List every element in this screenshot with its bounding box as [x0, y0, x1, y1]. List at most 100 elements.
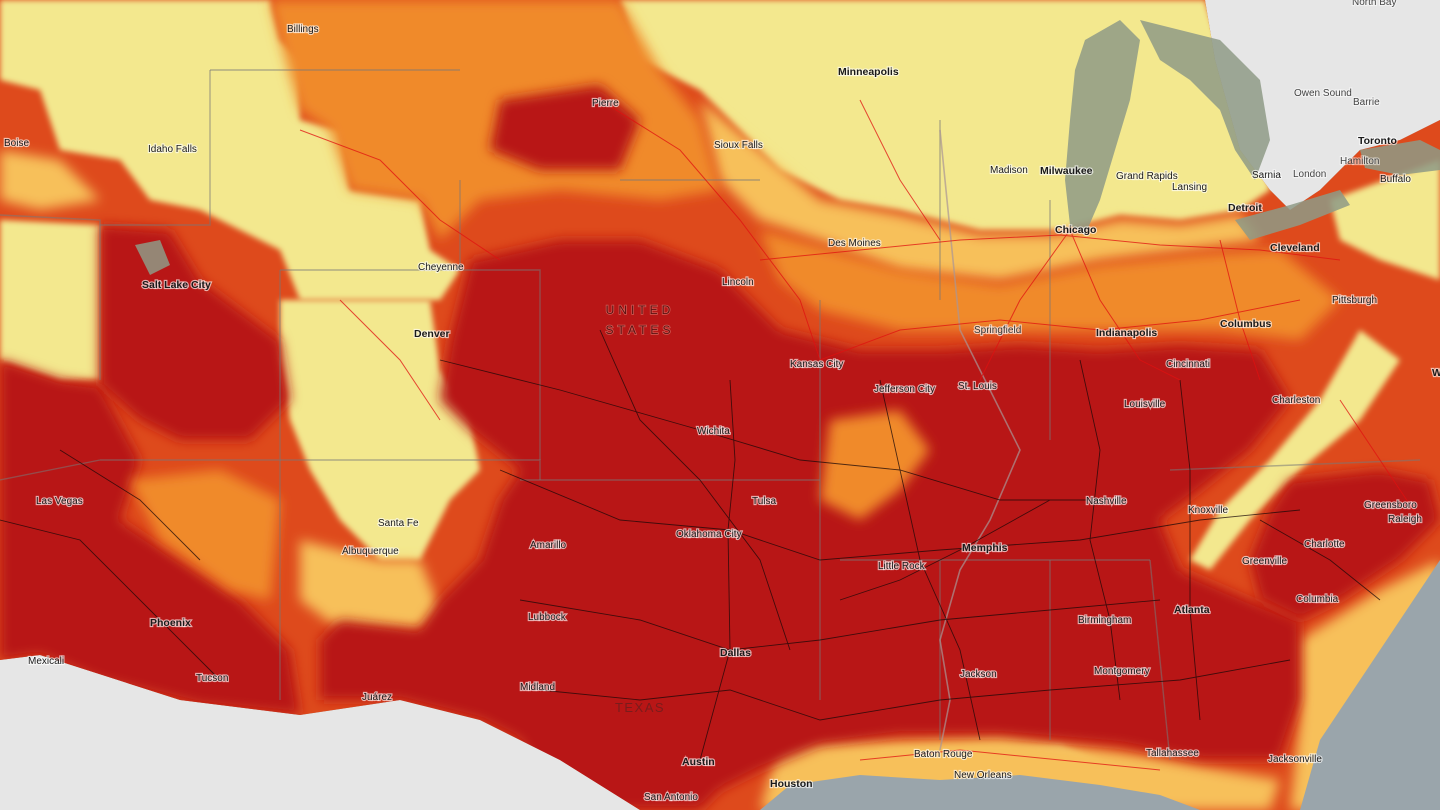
country-label-line1: UNITED	[606, 303, 675, 317]
city-label: Boise	[4, 138, 29, 149]
city-label: Birmingham	[1078, 615, 1131, 626]
city-label: Cleveland	[1270, 242, 1320, 254]
risk-zone-moderate-west	[0, 150, 100, 210]
great-salt-lake	[135, 240, 170, 275]
risk-zone-moderate-plains	[700, 100, 1260, 280]
risk-zone-extreme-carolinas	[1250, 470, 1440, 620]
city-label: Billings	[287, 24, 319, 35]
city-label: Sioux Falls	[714, 140, 763, 151]
city-label: Grand Rapids	[1116, 171, 1178, 182]
city-label: Louisville	[1124, 399, 1166, 410]
risk-zone-low-colorado	[280, 300, 480, 560]
city-label: Indianapolis	[1096, 327, 1157, 339]
city-label: Salt Lake City	[142, 279, 211, 291]
city-label: Dallas	[720, 647, 751, 659]
city-label: Juárez	[362, 692, 392, 703]
lake-michigan	[1065, 20, 1140, 235]
city-label: Amarillo	[530, 540, 567, 551]
canada-land	[1205, 0, 1440, 210]
city-label: Midland	[520, 682, 555, 693]
city-label: Jackson	[960, 669, 997, 680]
city-label: Houston	[770, 778, 813, 790]
risk-zone-high-ozarks	[820, 410, 930, 520]
city-label: Pierre	[592, 98, 619, 109]
city-label: Columbia	[1296, 594, 1339, 605]
city-label: Charlotte	[1304, 539, 1345, 550]
city-label: Madison	[990, 165, 1028, 176]
risk-zone-extreme-central	[320, 240, 1300, 810]
city-label: Cheyenne	[418, 262, 464, 273]
city-label: Santa Fe	[378, 518, 419, 529]
city-label: Detroit	[1228, 202, 1262, 214]
road-network-black	[0, 329, 1381, 761]
city-label: Lubbock	[528, 612, 567, 623]
city-label: Chicago	[1055, 224, 1096, 236]
city-label: Denver	[414, 328, 450, 340]
mississippi-river	[939, 129, 1021, 751]
city-label: Milwaukee	[1040, 165, 1093, 177]
city-label: Hamilton	[1340, 156, 1379, 167]
risk-zone-low-appalachia	[1190, 330, 1400, 570]
state-label-texas: TEXAS	[615, 700, 665, 715]
city-label: Nashville	[1086, 496, 1127, 507]
map-labels: UNITED STATES TEXAS Billings Pierre Minn…	[3, 0, 1440, 804]
city-label: Little Rock	[878, 561, 926, 572]
city-label: W	[1432, 367, 1440, 379]
city-label: Baton Rouge	[914, 749, 973, 760]
city-label: New Orleans	[954, 770, 1012, 781]
city-label: London	[1293, 169, 1326, 180]
city-label: Lincoln	[722, 277, 754, 288]
city-label: Charleston	[1272, 395, 1320, 406]
atlantic-water	[1300, 560, 1440, 810]
city-label: Toronto	[1358, 135, 1397, 147]
city-label: Mexicali	[28, 656, 64, 667]
risk-zone-extreme-southwest	[0, 360, 300, 715]
city-label: Memphis	[962, 542, 1008, 554]
city-label: Kansas City	[790, 359, 843, 370]
lake-huron	[1140, 20, 1270, 180]
city-label: Owen Sound	[1294, 88, 1352, 99]
road-network-red	[299, 99, 1421, 771]
country-label-line2: STATES	[606, 323, 675, 337]
city-label: Greenville	[1242, 556, 1287, 567]
city-label: Albuquerque	[342, 546, 399, 557]
city-label: San Antonio	[644, 792, 698, 803]
city-label: Springfield	[974, 325, 1021, 336]
risk-zone-extreme-utah	[100, 225, 290, 440]
mexico-land	[0, 655, 640, 810]
city-label: Montgomery	[1094, 666, 1150, 677]
city-label: Cincinnati	[1166, 359, 1210, 370]
risk-zone-high-arizona	[130, 470, 280, 600]
city-label: Sarnia	[1252, 170, 1281, 181]
city-label: Phoenix	[150, 617, 191, 629]
city-label: Tucson	[196, 673, 228, 684]
city-label: Minneapolis	[838, 66, 899, 78]
city-label: Tallahassee	[1146, 748, 1199, 759]
city-label: Oklahoma City	[676, 529, 742, 540]
city-label: Tulsa	[752, 496, 777, 507]
lake-erie	[1235, 190, 1350, 240]
risk-zone-low-ne	[1330, 160, 1440, 280]
city-label: Las Vegas	[36, 496, 83, 507]
gulf-water	[760, 775, 1200, 810]
risk-zone-low-nevada	[0, 220, 100, 380]
city-label: Jacksonville	[1268, 754, 1322, 765]
city-label: Buffalo	[1380, 174, 1411, 185]
lake-ontario	[1360, 140, 1440, 175]
city-label: Pittsburgh	[1332, 295, 1377, 306]
state-boundaries	[0, 69, 1421, 761]
city-label: Greensboro	[1364, 500, 1417, 511]
city-label: St. Louis	[958, 381, 997, 392]
city-label: North Bay	[1352, 0, 1396, 8]
risk-zone-high-dakotas	[270, 0, 720, 240]
city-label: Atlanta	[1174, 604, 1210, 616]
city-label: Columbus	[1220, 318, 1271, 330]
city-label: Knoxville	[1188, 505, 1228, 516]
city-label: Jefferson City	[874, 384, 935, 395]
city-label: Lansing	[1172, 182, 1207, 193]
city-label: Austin	[682, 756, 715, 768]
city-label: Wichita	[697, 426, 730, 437]
risk-zone-low-north	[0, 0, 460, 300]
